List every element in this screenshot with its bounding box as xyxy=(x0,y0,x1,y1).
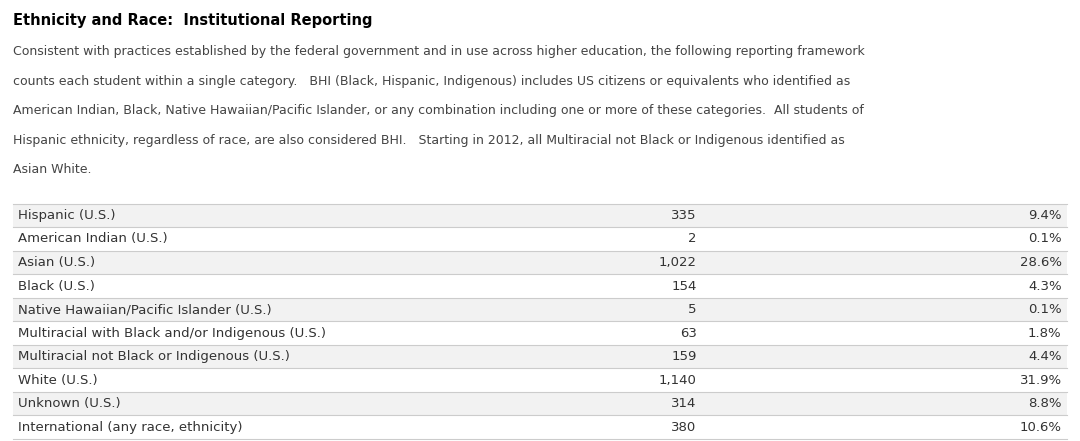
Text: 1.8%: 1.8% xyxy=(1028,326,1062,340)
Bar xyxy=(13,321,1067,345)
Text: American Indian (U.S.): American Indian (U.S.) xyxy=(18,232,168,246)
Text: 159: 159 xyxy=(672,350,697,363)
Text: 5: 5 xyxy=(688,303,697,316)
Bar xyxy=(13,227,1067,251)
Text: American Indian, Black, Native Hawaiian/Pacific Islander, or any combination inc: American Indian, Black, Native Hawaiian/… xyxy=(13,104,864,117)
Text: 28.6%: 28.6% xyxy=(1020,256,1062,269)
Text: 2: 2 xyxy=(688,232,697,246)
Text: 314: 314 xyxy=(672,397,697,410)
Text: 10.6%: 10.6% xyxy=(1020,421,1062,434)
Text: Hispanic ethnicity, regardless of race, are also considered BHI.   Starting in 2: Hispanic ethnicity, regardless of race, … xyxy=(13,134,845,146)
Text: 4.3%: 4.3% xyxy=(1028,280,1062,292)
Bar xyxy=(13,251,1067,274)
Bar xyxy=(13,392,1067,415)
Text: 31.9%: 31.9% xyxy=(1020,374,1062,386)
Bar xyxy=(13,204,1067,227)
Bar xyxy=(13,274,1067,298)
Text: International (any race, ethnicity): International (any race, ethnicity) xyxy=(18,421,243,434)
Bar xyxy=(13,415,1067,439)
Text: Black (U.S.): Black (U.S.) xyxy=(18,280,95,292)
Text: Ethnicity and Race:  Institutional Reporting: Ethnicity and Race: Institutional Report… xyxy=(13,13,373,28)
Text: Hispanic (U.S.): Hispanic (U.S.) xyxy=(18,209,116,222)
Text: Consistent with practices established by the federal government and in use acros: Consistent with practices established by… xyxy=(13,45,865,58)
Text: 380: 380 xyxy=(672,421,697,434)
Text: 335: 335 xyxy=(671,209,697,222)
Text: Multiracial with Black and/or Indigenous (U.S.): Multiracial with Black and/or Indigenous… xyxy=(18,326,326,340)
Text: 63: 63 xyxy=(679,326,697,340)
Text: Native Hawaiian/Pacific Islander (U.S.): Native Hawaiian/Pacific Islander (U.S.) xyxy=(18,303,272,316)
Text: 0.1%: 0.1% xyxy=(1028,303,1062,316)
Text: 0.1%: 0.1% xyxy=(1028,232,1062,246)
Text: counts each student within a single category.   BHI (Black, Hispanic, Indigenous: counts each student within a single cate… xyxy=(13,75,850,87)
Text: 154: 154 xyxy=(672,280,697,292)
Bar xyxy=(13,368,1067,392)
Text: 1,140: 1,140 xyxy=(659,374,697,386)
Text: Asian (U.S.): Asian (U.S.) xyxy=(18,256,95,269)
Text: 4.4%: 4.4% xyxy=(1028,350,1062,363)
Text: Asian White.: Asian White. xyxy=(13,163,92,176)
Text: White (U.S.): White (U.S.) xyxy=(18,374,98,386)
Bar xyxy=(13,345,1067,368)
Text: 8.8%: 8.8% xyxy=(1028,397,1062,410)
Text: Unknown (U.S.): Unknown (U.S.) xyxy=(18,397,121,410)
Bar xyxy=(13,298,1067,321)
Text: 1,022: 1,022 xyxy=(659,256,697,269)
Text: Multiracial not Black or Indigenous (U.S.): Multiracial not Black or Indigenous (U.S… xyxy=(18,350,291,363)
Text: 9.4%: 9.4% xyxy=(1028,209,1062,222)
